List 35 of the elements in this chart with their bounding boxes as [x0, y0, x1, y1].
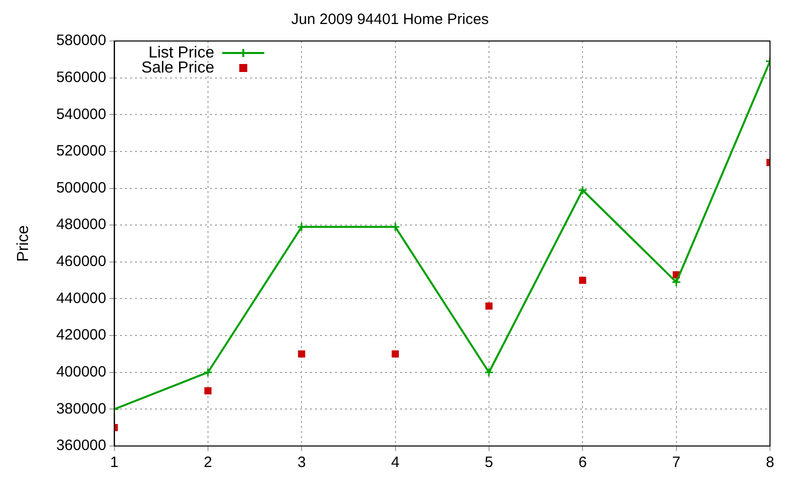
legend-label: Sale Price [141, 59, 214, 76]
point [672, 277, 682, 287]
point [484, 368, 494, 378]
point [204, 387, 212, 394]
x-tick-label: 1 [110, 454, 118, 472]
y-tick-label: 520000 [56, 142, 106, 160]
point [485, 302, 493, 310]
legend-label: List Price [148, 44, 214, 62]
x-tick-label: 6 [578, 454, 587, 472]
y-tick-label: 560000 [56, 68, 106, 86]
y-tick-label: 580000 [56, 32, 106, 50]
x-tick-label: 8 [766, 454, 774, 472]
point [578, 185, 588, 195]
point [203, 368, 213, 378]
y-tick-label: 380000 [56, 400, 106, 418]
y-tick-label: 540000 [56, 106, 106, 123]
y-tick-label: 460000 [56, 253, 106, 270]
y-tick-label: 420000 [56, 326, 106, 344]
y-tick-label: 440000 [56, 290, 106, 307]
y-tick-label: 500000 [56, 179, 106, 196]
point [392, 350, 399, 358]
y-tick-label: 400000 [56, 364, 106, 381]
x-tick-label: 7 [672, 454, 680, 472]
y-tick-label: 360000 [56, 437, 106, 454]
x-tick-label: 4 [391, 454, 400, 472]
point [579, 276, 586, 284]
point [390, 222, 400, 232]
y-tick-label: 480000 [56, 216, 106, 234]
point [296, 222, 306, 232]
x-tick-label: 5 [484, 454, 494, 472]
y-axis-title: Price [15, 225, 32, 262]
x-tick-label: 3 [297, 454, 306, 472]
chart-title: Jun 2009 94401 Home Prices [291, 11, 489, 28]
point [298, 350, 306, 358]
x-tick-label: 2 [204, 454, 212, 472]
